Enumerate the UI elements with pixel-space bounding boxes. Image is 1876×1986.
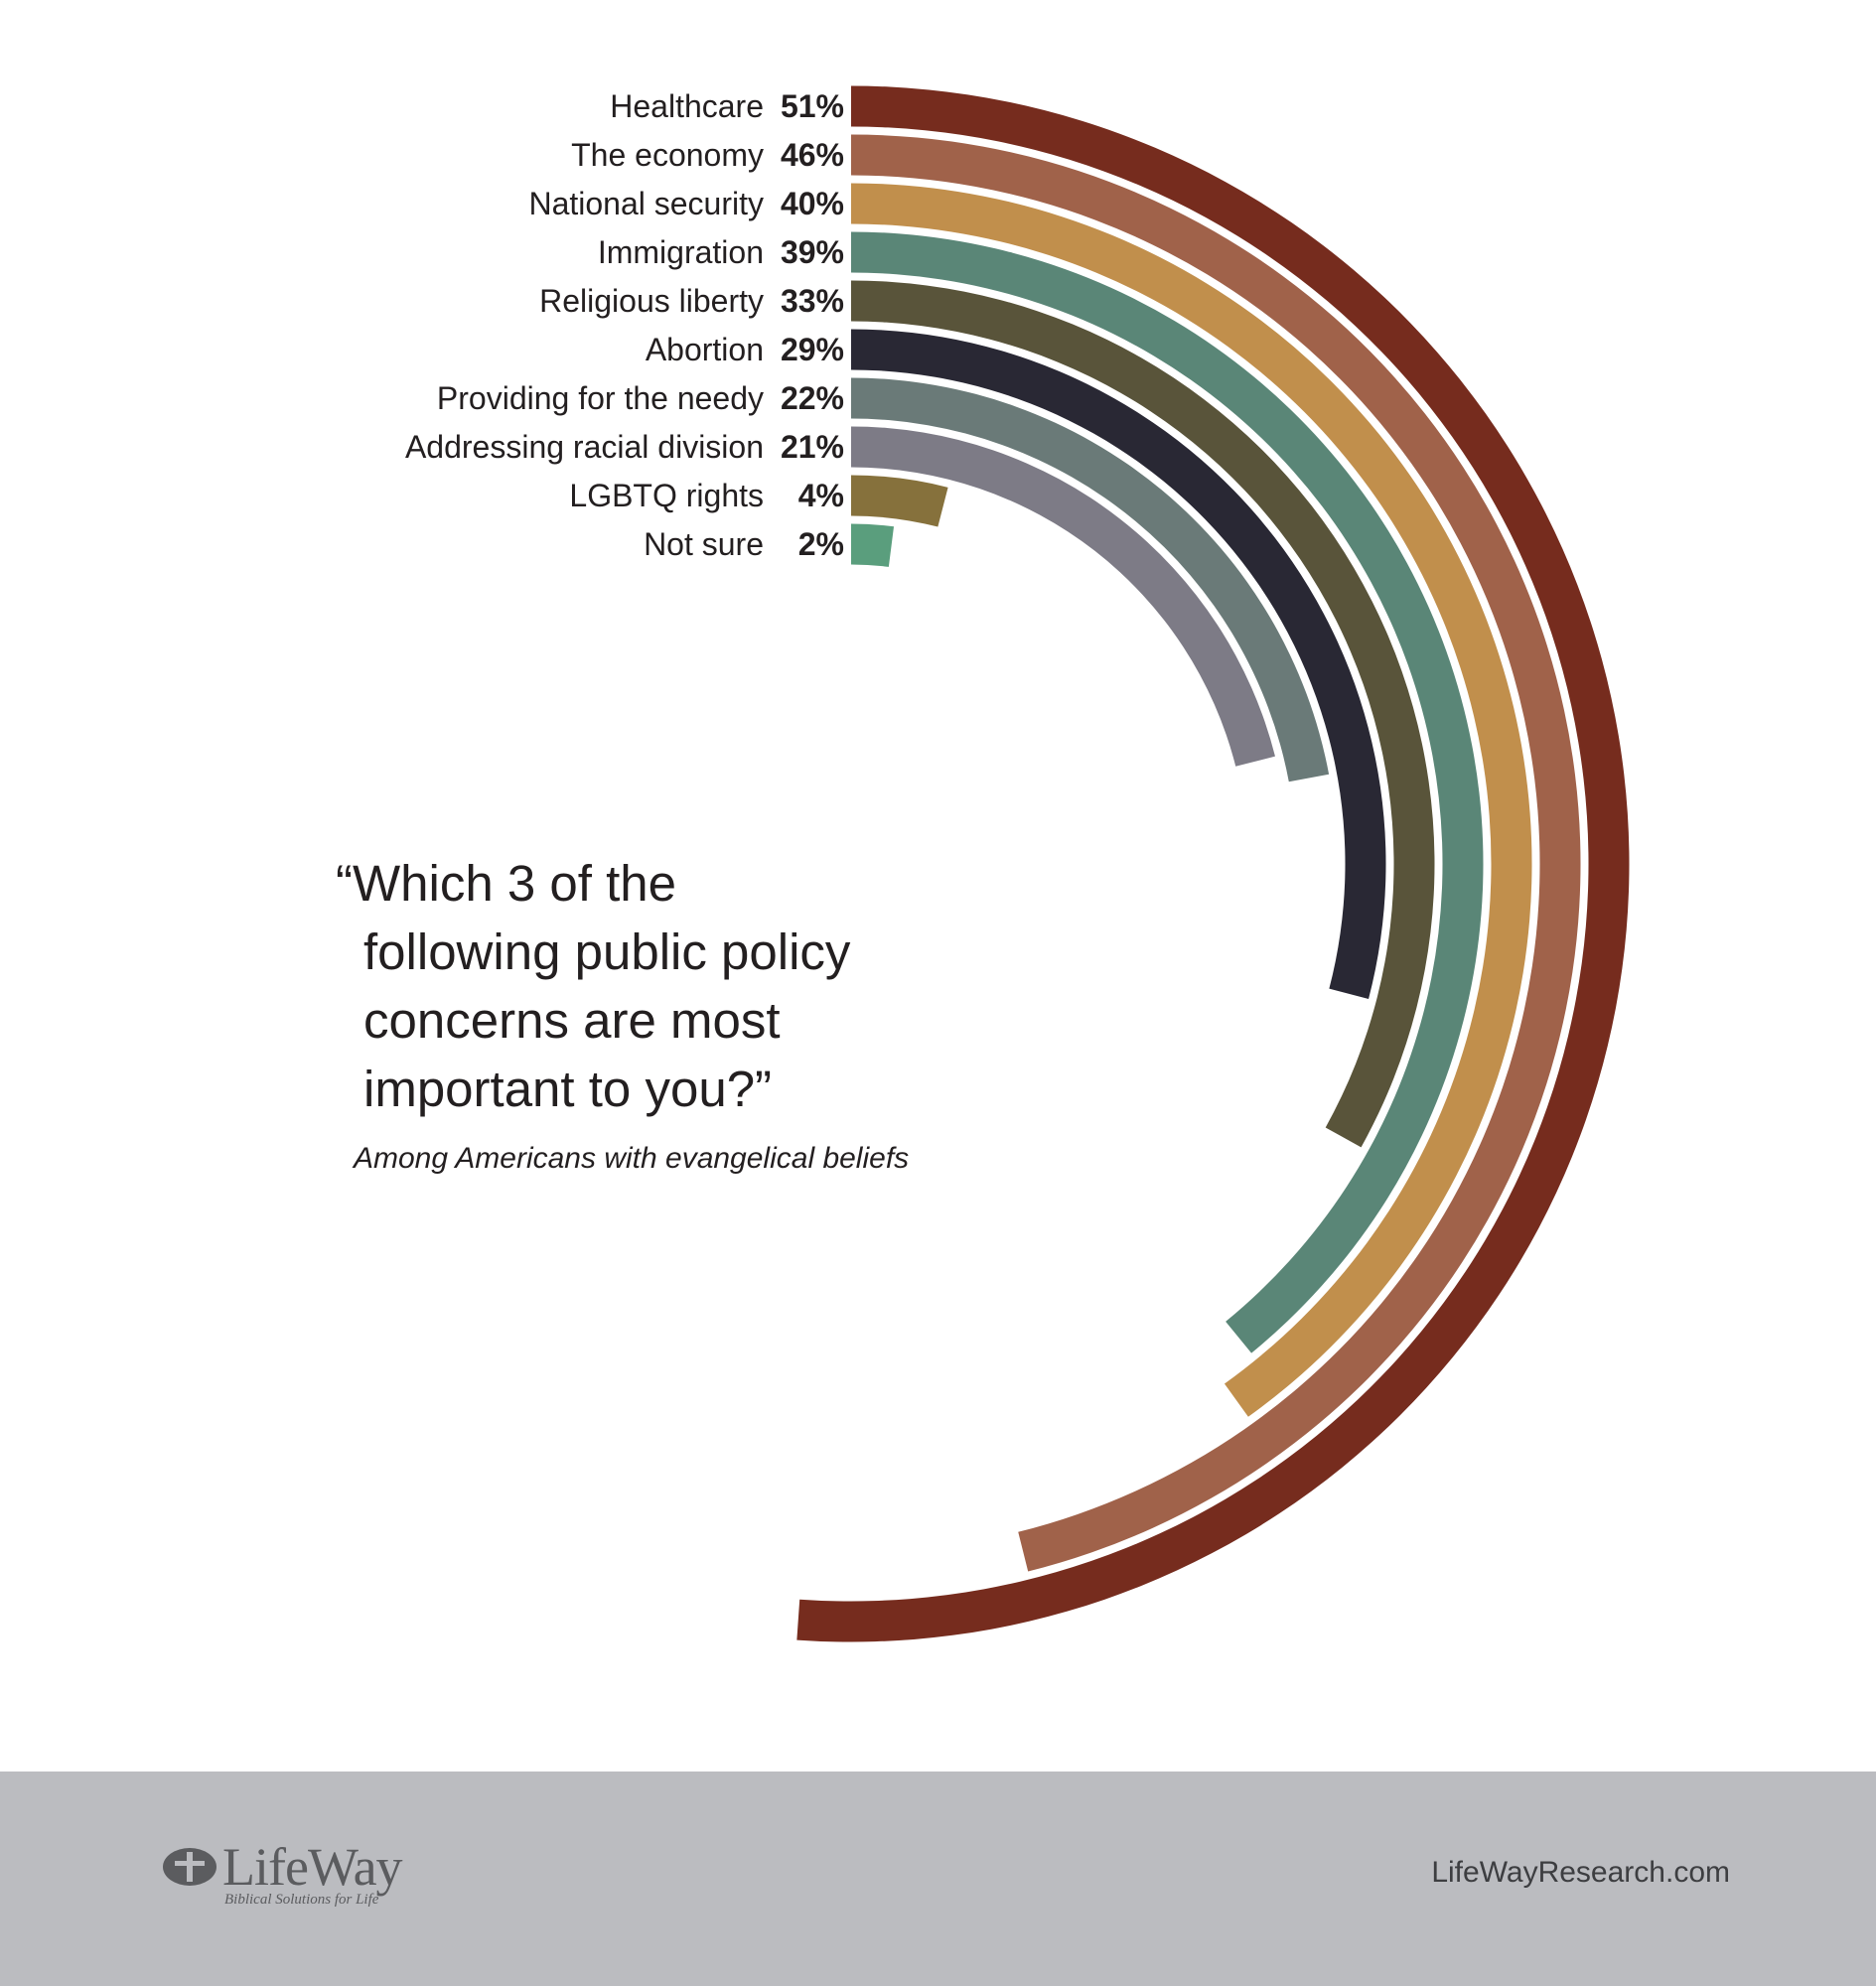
category-label-addressing-racial-division: Addressing racial division [405,429,764,465]
chart-title-line-2: following public policy [363,923,851,980]
arc-religious-liberty [851,280,1435,1148]
value-label-addressing-racial-division: 21% [781,429,844,465]
arc-not-sure [851,523,895,567]
value-label-providing-for-the-needy: 22% [781,380,844,416]
value-label-the-economy: 46% [781,137,844,173]
category-label-lgbtq-rights: LGBTQ rights [569,478,764,513]
chart-title-line-4: important to you?” [363,1061,773,1117]
category-label-not-sure: Not sure [644,526,764,562]
category-label-providing-for-the-needy: Providing for the needy [437,380,764,416]
lifeway-mark-icon [163,1848,216,1886]
arc-lgbtq-rights [851,475,948,527]
chart-title-line-1: “Which 3 of the [336,855,676,912]
chart-subtitle: Among Americans with evangelical beliefs [354,1142,910,1175]
lifeway-wordmark: LifeWay [222,1837,403,1897]
category-label-abortion: Abortion [646,332,764,367]
value-label-national-security: 40% [781,186,844,221]
chart-title: “Which 3 of the following public policy … [336,849,1090,1123]
category-label-religious-liberty: Religious liberty [539,283,764,319]
value-label-not-sure: 2% [798,526,844,562]
value-label-lgbtq-rights: 4% [798,478,844,513]
lifeway-tagline: Biblical Solutions for Life [224,1892,379,1908]
value-label-immigration: 39% [781,234,844,270]
footer-band [0,1772,1876,1986]
value-label-abortion: 29% [781,332,844,367]
chart-arcs [796,85,1630,1642]
category-label-the-economy: The economy [571,137,764,173]
category-label-healthcare: Healthcare [610,88,764,124]
value-label-religious-liberty: 33% [781,283,844,319]
chart-labels: 51% Healthcare 46% The economy 40% National s… [405,88,844,562]
value-label-healthcare: 51% [781,88,844,124]
category-label-national-security: National security [528,186,764,221]
arc-addressing-racial-division [851,426,1275,767]
arc-providing-for-the-needy [851,377,1330,782]
website-link[interactable]: LifeWayResearch.com [1431,1856,1730,1889]
chart-title-line-3: concerns are most [363,992,781,1049]
category-label-immigration: Immigration [598,234,764,270]
